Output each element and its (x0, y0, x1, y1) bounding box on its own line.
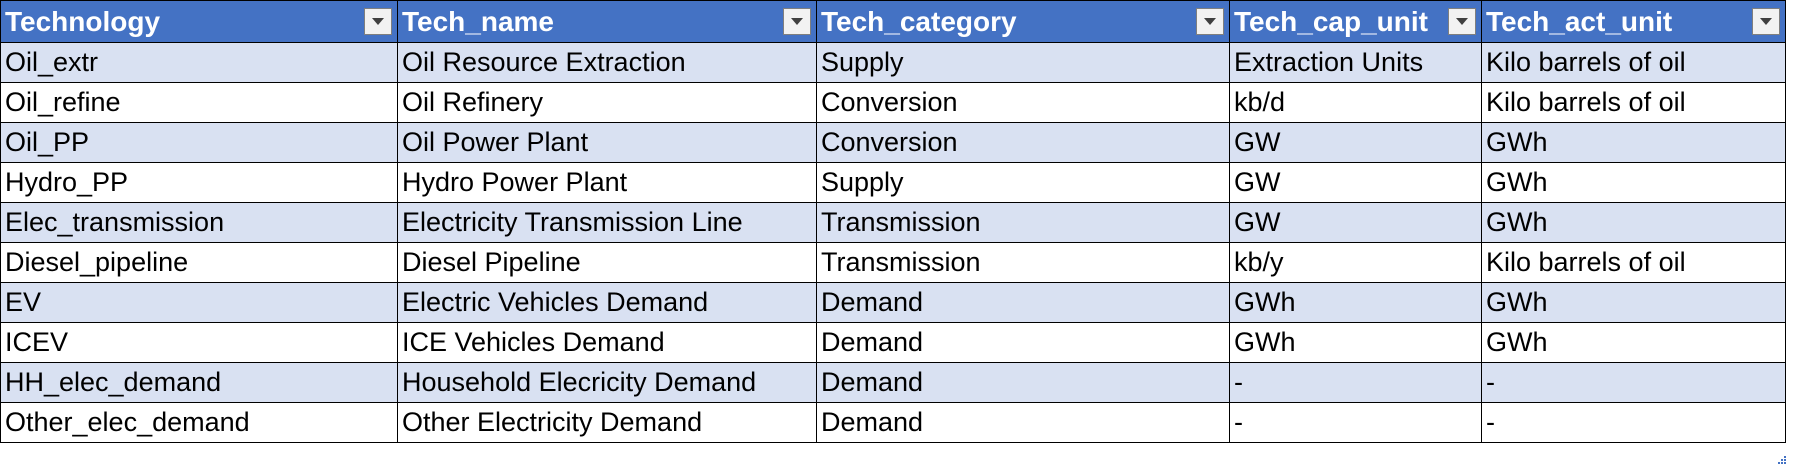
cell-tech-act-unit[interactable]: GWh (1481, 122, 1786, 163)
cell-tech-name[interactable]: Hydro Power Plant (397, 162, 817, 203)
column-header-label: Technology (5, 5, 161, 37)
column-header-tech-name[interactable]: Tech_name (397, 0, 817, 43)
filter-dropdown-icon[interactable] (783, 8, 811, 35)
cell-technology[interactable]: Other_elec_demand (0, 402, 398, 443)
cell-tech-act-unit[interactable]: - (1481, 402, 1786, 443)
cell-tech-act-unit[interactable]: Kilo barrels of oil (1481, 82, 1786, 123)
filter-dropdown-icon[interactable] (1196, 8, 1224, 35)
cell-tech-cap-unit[interactable]: kb/d (1229, 82, 1482, 123)
table-row: Elec_transmission Electricity Transmissi… (0, 202, 1786, 243)
cell-tech-name[interactable]: Oil Refinery (397, 82, 817, 123)
column-header-label: Tech_cap_unit (1234, 5, 1428, 37)
cell-tech-name[interactable]: Other Electricity Demand (397, 402, 817, 443)
column-header-tech-category[interactable]: Tech_category (816, 0, 1230, 43)
cell-tech-cap-unit[interactable]: GW (1229, 162, 1482, 203)
cell-technology[interactable]: EV (0, 282, 398, 323)
cell-tech-act-unit[interactable]: GWh (1481, 162, 1786, 203)
table-resize-handle-icon[interactable] (1777, 452, 1787, 464)
filter-dropdown-icon[interactable] (1448, 8, 1476, 35)
cell-tech-cap-unit[interactable]: GW (1229, 202, 1482, 243)
cell-technology[interactable]: Oil_refine (0, 82, 398, 123)
cell-tech-category[interactable]: Demand (816, 282, 1230, 323)
table-header: Technology Tech_name Tech_category (0, 0, 1786, 43)
cell-tech-name[interactable]: Household Elecricity Demand (397, 362, 817, 403)
cell-tech-name[interactable]: Oil Power Plant (397, 122, 817, 163)
cell-tech-name[interactable]: Oil Resource Extraction (397, 42, 817, 83)
column-header-label: Tech_category (821, 5, 1017, 37)
cell-tech-category[interactable]: Demand (816, 402, 1230, 443)
table-row: Oil_PP Oil Power Plant Conversion GW GWh (0, 122, 1786, 163)
table-row: Diesel_pipeline Diesel Pipeline Transmis… (0, 242, 1786, 283)
header-row: Technology Tech_name Tech_category (0, 0, 1786, 43)
cell-technology[interactable]: Hydro_PP (0, 162, 398, 203)
cell-tech-cap-unit[interactable]: GWh (1229, 322, 1482, 363)
cell-tech-cap-unit[interactable]: Extraction Units (1229, 42, 1482, 83)
column-header-tech-act-unit[interactable]: Tech_act_unit (1481, 0, 1786, 43)
cell-tech-cap-unit[interactable]: kb/y (1229, 242, 1482, 283)
cell-tech-act-unit[interactable]: - (1481, 362, 1786, 403)
cell-tech-category[interactable]: Conversion (816, 82, 1230, 123)
cell-tech-cap-unit[interactable]: GW (1229, 122, 1482, 163)
cell-tech-category[interactable]: Supply (816, 162, 1230, 203)
cell-tech-category[interactable]: Transmission (816, 242, 1230, 283)
table-row: ICEV ICE Vehicles Demand Demand GWh GWh (0, 322, 1786, 363)
cell-technology[interactable]: ICEV (0, 322, 398, 363)
cell-technology[interactable]: Diesel_pipeline (0, 242, 398, 283)
cell-technology[interactable]: Oil_PP (0, 122, 398, 163)
cell-tech-act-unit[interactable]: GWh (1481, 322, 1786, 363)
cell-tech-category[interactable]: Transmission (816, 202, 1230, 243)
column-header-label: Tech_name (402, 5, 554, 37)
cell-tech-act-unit[interactable]: GWh (1481, 282, 1786, 323)
cell-tech-cap-unit[interactable]: GWh (1229, 282, 1482, 323)
cell-tech-act-unit[interactable]: Kilo barrels of oil (1481, 242, 1786, 283)
cell-tech-act-unit[interactable]: GWh (1481, 202, 1786, 243)
column-header-tech-cap-unit[interactable]: Tech_cap_unit (1229, 0, 1482, 43)
cell-tech-name[interactable]: Electricity Transmission Line (397, 202, 817, 243)
cell-technology[interactable]: HH_elec_demand (0, 362, 398, 403)
table-row: Oil_extr Oil Resource Extraction Supply … (0, 42, 1786, 83)
column-header-technology[interactable]: Technology (0, 0, 398, 43)
cell-tech-category[interactable]: Supply (816, 42, 1230, 83)
cell-tech-act-unit[interactable]: Kilo barrels of oil (1481, 42, 1786, 83)
cell-technology[interactable]: Elec_transmission (0, 202, 398, 243)
table-row: Hydro_PP Hydro Power Plant Supply GW GWh (0, 162, 1786, 203)
cell-tech-cap-unit[interactable]: - (1229, 402, 1482, 443)
table-row: EV Electric Vehicles Demand Demand GWh G… (0, 282, 1786, 323)
column-header-label: Tech_act_unit (1486, 5, 1673, 37)
table-body: Oil_extr Oil Resource Extraction Supply … (0, 42, 1786, 443)
table-row: HH_elec_demand Household Elecricity Dema… (0, 362, 1786, 403)
cell-technology[interactable]: Oil_extr (0, 42, 398, 83)
table-row: Oil_refine Oil Refinery Conversion kb/d … (0, 82, 1786, 123)
filter-dropdown-icon[interactable] (1752, 8, 1780, 35)
technology-table: Technology Tech_name Tech_category (0, 0, 1786, 443)
cell-tech-category[interactable]: Conversion (816, 122, 1230, 163)
cell-tech-category[interactable]: Demand (816, 322, 1230, 363)
cell-tech-name[interactable]: Diesel Pipeline (397, 242, 817, 283)
cell-tech-cap-unit[interactable]: - (1229, 362, 1482, 403)
table-row: Other_elec_demand Other Electricity Dema… (0, 402, 1786, 443)
cell-tech-name[interactable]: ICE Vehicles Demand (397, 322, 817, 363)
cell-tech-category[interactable]: Demand (816, 362, 1230, 403)
cell-tech-name[interactable]: Electric Vehicles Demand (397, 282, 817, 323)
filter-dropdown-icon[interactable] (364, 8, 392, 35)
